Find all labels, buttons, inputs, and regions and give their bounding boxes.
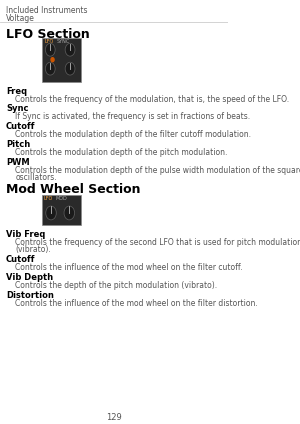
Text: Controls the modulation depth of the pitch modulation.: Controls the modulation depth of the pit…: [15, 148, 228, 157]
Circle shape: [45, 43, 55, 56]
Text: (vibrato).: (vibrato).: [15, 245, 51, 254]
Text: 129: 129: [106, 413, 122, 422]
Text: LFO: LFO: [44, 39, 53, 44]
Text: Controls the depth of the pitch modulation (vibrato).: Controls the depth of the pitch modulati…: [15, 281, 218, 290]
Text: Controls the modulation depth of the filter cutoff modulation.: Controls the modulation depth of the fil…: [15, 130, 251, 139]
Circle shape: [64, 206, 75, 220]
Circle shape: [51, 58, 54, 62]
Text: Controls the influence of the mod wheel on the filter cutoff.: Controls the influence of the mod wheel …: [15, 263, 243, 272]
Text: Freq: Freq: [6, 86, 27, 95]
Text: Controls the frequency of the modulation, that is, the speed of the LFO.: Controls the frequency of the modulation…: [15, 95, 290, 103]
Text: Vib Freq: Vib Freq: [6, 230, 46, 239]
Text: Controls the modulation depth of the pulse width modulation of the square: Controls the modulation depth of the pul…: [15, 166, 300, 175]
Circle shape: [45, 62, 55, 75]
Text: MOD: MOD: [56, 196, 68, 201]
Text: Voltage: Voltage: [6, 14, 35, 23]
Text: Cutoff: Cutoff: [6, 123, 36, 131]
Text: Pitch: Pitch: [6, 140, 30, 149]
FancyBboxPatch shape: [42, 195, 82, 225]
FancyBboxPatch shape: [42, 38, 82, 81]
Text: Controls the influence of the mod wheel on the filter distortion.: Controls the influence of the mod wheel …: [15, 298, 258, 307]
Circle shape: [46, 206, 56, 220]
Circle shape: [65, 62, 75, 75]
Text: If Sync is activated, the frequency is set in fractions of beats.: If Sync is activated, the frequency is s…: [15, 112, 250, 121]
Text: oscillators.: oscillators.: [15, 173, 57, 182]
Text: Vib Depth: Vib Depth: [6, 273, 53, 282]
Text: Cutoff: Cutoff: [6, 255, 36, 264]
Text: LFO: LFO: [44, 196, 53, 201]
Text: LFO Section: LFO Section: [6, 28, 90, 41]
Text: Controls the frequency of the second LFO that is used for pitch modulation: Controls the frequency of the second LFO…: [15, 238, 300, 247]
Circle shape: [65, 43, 75, 56]
Text: Sync: Sync: [6, 104, 28, 114]
Text: SYNC: SYNC: [57, 39, 70, 44]
Text: Included Instruments: Included Instruments: [6, 6, 88, 15]
Text: PWM: PWM: [6, 158, 30, 167]
Text: Distortion: Distortion: [6, 290, 54, 300]
Text: Mod Wheel Section: Mod Wheel Section: [6, 183, 141, 196]
